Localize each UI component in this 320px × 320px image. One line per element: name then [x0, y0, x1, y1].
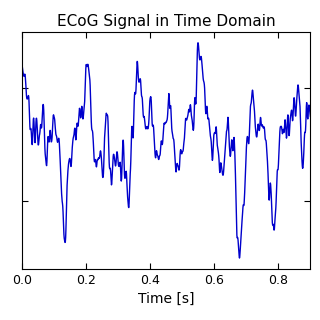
Title: ECoG Signal in Time Domain: ECoG Signal in Time Domain — [57, 14, 276, 29]
X-axis label: Time [s]: Time [s] — [138, 292, 195, 306]
